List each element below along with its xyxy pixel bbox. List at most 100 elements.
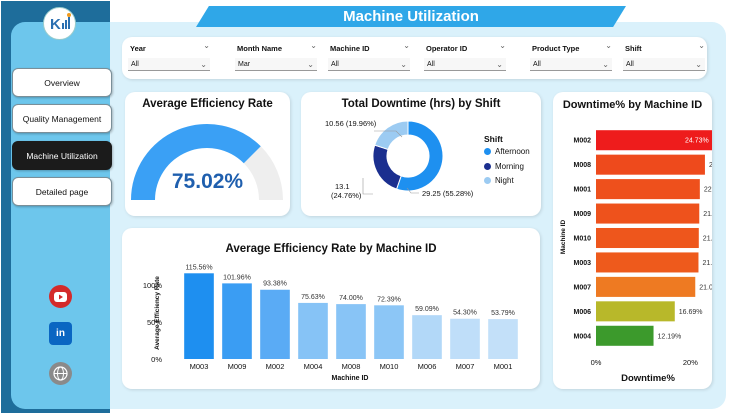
machine-filter[interactable]: Machine ID ⌄ All ⌄ <box>324 37 414 79</box>
legend-item-night[interactable]: Night <box>484 176 514 185</box>
downtime-bar-value-label: 21.71% <box>702 260 712 267</box>
efficiency-bar-value-label: 72.39% <box>377 296 401 303</box>
downtime-donut <box>362 120 444 195</box>
efficiency-bar-m006[interactable] <box>412 315 442 359</box>
downtime-bar-m008[interactable] <box>596 154 705 175</box>
downtime-y-tick-label: M004 <box>573 333 591 340</box>
downtime-y-tick-label: M002 <box>573 138 591 145</box>
efficiency-x-tick-label: M006 <box>418 362 437 371</box>
gauge-fill <box>131 124 261 200</box>
chevron-down-icon[interactable]: ⌄ <box>403 41 410 50</box>
operator-filter-label: Operator ID <box>426 44 468 53</box>
nav-quality-management-button[interactable]: Quality Management <box>12 104 112 133</box>
month-filter[interactable]: Month Name ⌄ Mar ⌄ <box>231 37 321 79</box>
efficiency-bar-m002[interactable] <box>260 289 290 359</box>
efficiency-bar-value-label: 93.38% <box>263 281 287 288</box>
legend-dot-night <box>484 177 491 184</box>
efficiency-x-tick-label: M009 <box>228 362 247 371</box>
chevron-down-icon[interactable]: ⌄ <box>203 41 210 50</box>
operator-select[interactable]: All ⌄ <box>424 58 506 71</box>
page-title: Machine Utilization <box>343 8 479 25</box>
downtime-bar-m002[interactable] <box>596 130 712 151</box>
downtime-bar-m001[interactable] <box>596 179 700 200</box>
shift-filter[interactable]: Shift ⌄ All ⌄ <box>619 37 709 79</box>
chevron-down-icon[interactable]: ⌄ <box>698 41 705 50</box>
efficiency-bar-m009[interactable] <box>222 283 252 359</box>
donut-slice-night[interactable] <box>374 120 409 151</box>
year-select[interactable]: All ⌄ <box>128 58 210 71</box>
product-type-filter[interactable]: Product Type ⌄ All ⌄ <box>526 37 616 79</box>
shift-select[interactable]: All ⌄ <box>623 58 705 71</box>
downtime-x-tick-label: 0% <box>591 358 602 367</box>
efficiency-bar-m008[interactable] <box>336 304 366 359</box>
downtime-bar-m010[interactable] <box>596 227 699 249</box>
efficiency-bar-m007[interactable] <box>450 318 480 359</box>
downtime-bar-m004[interactable] <box>596 325 654 346</box>
efficiency-bar-m003[interactable] <box>184 273 214 359</box>
product-type-select[interactable]: All ⌄ <box>530 58 612 71</box>
downtime-x-tick-label: 20% <box>683 358 698 367</box>
legend-label-night: Night <box>495 176 514 185</box>
chevron-down-icon[interactable]: ⌄ <box>605 41 612 50</box>
efficiency-bar-value-label: 53.79% <box>491 310 515 317</box>
downtime-bar-value-label: 23.08% <box>709 162 712 169</box>
donut-slice-afternoon[interactable] <box>395 120 444 192</box>
morning-data-percent: (24.76%) <box>331 191 362 200</box>
efficiency-bar-m001[interactable] <box>488 319 518 359</box>
efficiency-x-tick-label: M001 <box>494 362 513 371</box>
legend-item-morning[interactable]: Morning <box>484 162 524 171</box>
donut-slice-morning[interactable] <box>372 144 402 190</box>
machine-select[interactable]: All ⌄ <box>328 58 410 71</box>
month-select[interactable]: Mar ⌄ <box>235 58 317 71</box>
downtime-bar-m007[interactable] <box>596 276 696 297</box>
chevron-down-icon[interactable]: ⌄ <box>499 41 506 50</box>
night-leader-line <box>374 130 403 138</box>
nav-quality-management-label: Quality Management <box>22 113 102 124</box>
machine-filter-label: Machine ID <box>330 44 370 53</box>
downtime-bar-value-label: 22.00% <box>704 187 712 194</box>
year-filter[interactable]: Year ⌄ All ⌄ <box>124 37 214 79</box>
downtime-y-tick-label: M003 <box>573 260 591 267</box>
downtime-x-axis-title: Downtime% <box>621 373 675 384</box>
chevron-down-icon[interactable]: ⌄ <box>310 41 317 50</box>
efficiency-gauge-card: Average Efficiency Rate 75.02% <box>125 92 290 216</box>
product-type-filter-label: Product Type <box>532 44 580 53</box>
nav-overview-button[interactable]: Overview <box>12 68 112 97</box>
globe-icon[interactable] <box>49 362 72 385</box>
linkedin-icon[interactable]: in <box>49 322 72 345</box>
chevron-down-icon: ⌄ <box>200 60 207 69</box>
efficiency-y-axis-title: Average Efficiency Rate <box>154 276 161 350</box>
nav-machine-utilization-button[interactable]: Machine Utilization <box>12 141 112 170</box>
nav-detailed-page-label: Detailed page <box>35 186 89 197</box>
efficiency-bar-value-label: 115.56% <box>185 264 212 271</box>
night-data-label: 10.56 (19.96%) <box>325 119 377 128</box>
efficiency-y-tick-label: 0% <box>151 355 162 364</box>
operator-filter[interactable]: Operator ID ⌄ All ⌄ <box>420 37 510 79</box>
morning-leader-line <box>362 178 373 195</box>
efficiency-x-axis-title: Machine ID <box>332 375 369 382</box>
year-filter-label: Year <box>130 44 146 53</box>
downtime-bar-m003[interactable] <box>596 252 699 273</box>
operator-select-value: All <box>427 61 435 68</box>
downtime-bar-m006[interactable] <box>596 301 675 322</box>
efficiency-bar-m004[interactable] <box>298 302 328 359</box>
nav-overview-label: Overview <box>44 77 80 88</box>
downtime-bar-value-label: 16.69% <box>679 309 703 316</box>
chevron-down-icon: ⌄ <box>695 60 702 69</box>
legend-item-afternoon[interactable]: Afternoon <box>484 147 530 156</box>
efficiency-x-tick-label: M007 <box>456 362 475 371</box>
efficiency-bar-m010[interactable] <box>374 305 404 359</box>
efficiency-bar-value-label: 54.30% <box>453 310 477 317</box>
legend-label-morning: Morning <box>495 162 524 171</box>
youtube-icon[interactable] <box>49 285 72 308</box>
downtime-bar-m009[interactable] <box>596 203 700 224</box>
afternoon-leader-line <box>406 187 419 194</box>
efficiency-y-tick-label: 100% <box>143 281 163 290</box>
downtime-bar-value-label: 21.03% <box>699 284 712 291</box>
morning-data-label: 13.1 <box>335 182 350 191</box>
nav-detailed-page-button[interactable]: Detailed page <box>12 177 112 206</box>
efficiency-bar-value-label: 59.09% <box>415 306 439 313</box>
chevron-down-icon: ⌄ <box>400 60 407 69</box>
efficiency-chart-title: Average Efficiency Rate by Machine ID <box>225 243 437 255</box>
downtime-by-shift-card: Total Downtime (hrs) by Shift 10.56 (19.… <box>301 92 541 216</box>
